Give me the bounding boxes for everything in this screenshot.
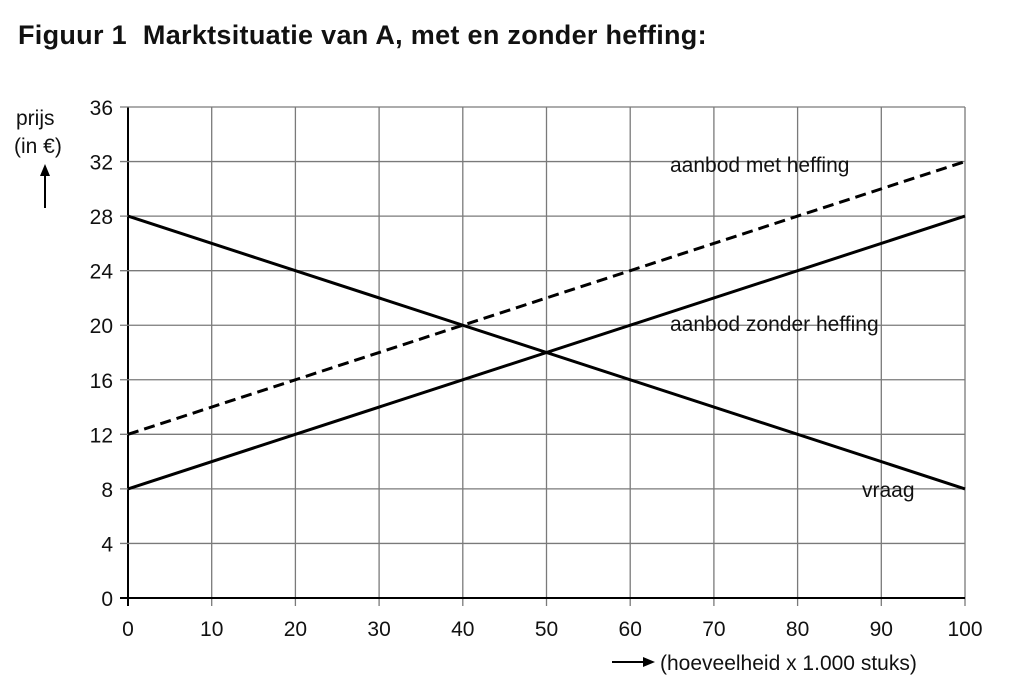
x-tick-label-30: 30 bbox=[367, 618, 390, 641]
x-tick-label-10: 10 bbox=[200, 618, 223, 641]
x-tick-label-100: 100 bbox=[947, 618, 982, 641]
x-tick-label-40: 40 bbox=[451, 618, 474, 641]
y-axis-label-unit: (in €) bbox=[14, 135, 62, 158]
y-tick-label-24: 24 bbox=[90, 261, 114, 284]
figure-number: Figuur 1 bbox=[18, 20, 127, 50]
y-tick-label-28: 28 bbox=[90, 206, 113, 229]
series-line-aanbod-met-heffing bbox=[127, 160, 966, 436]
y-tick-label-32: 32 bbox=[90, 152, 113, 175]
x-axis-label: (hoeveelheid x 1.000 stuks) bbox=[660, 652, 917, 675]
x-tick-label-0: 0 bbox=[122, 618, 134, 641]
x-axis-arrow-icon bbox=[612, 657, 655, 667]
x-tick-labels: 0 10 20 30 40 50 60 70 80 90 100 bbox=[122, 618, 982, 641]
figure-caption: Marktsituatie van A, met en zonder heffi… bbox=[142, 20, 707, 50]
y-tick-label-0: 0 bbox=[101, 588, 113, 611]
x-tick-label-70: 70 bbox=[702, 618, 725, 641]
series-lines bbox=[127, 160, 966, 491]
figure-title: Figuur 1 Marktsituatie van A, met en zond… bbox=[18, 20, 707, 51]
y-tick-label-36: 36 bbox=[90, 97, 113, 120]
series-label-vraag: vraag bbox=[862, 479, 915, 502]
grid-lines bbox=[120, 106, 966, 606]
y-tick-label-16: 16 bbox=[90, 370, 113, 393]
series-line-aanbod-zonder-heffing bbox=[127, 214, 966, 491]
series-label-aanbod-zonder-heffing: aanbod zonder heffing bbox=[670, 313, 879, 336]
y-tick-label-20: 20 bbox=[90, 315, 113, 338]
x-tick-label-80: 80 bbox=[786, 618, 809, 641]
y-tick-label-8: 8 bbox=[101, 479, 113, 502]
x-tick-label-90: 90 bbox=[870, 618, 893, 641]
x-tick-label-50: 50 bbox=[535, 618, 558, 641]
x-tick-label-20: 20 bbox=[284, 618, 307, 641]
x-tick-label-60: 60 bbox=[619, 618, 642, 641]
y-axis-arrow-icon bbox=[40, 164, 50, 208]
series-labels: vraag aanbod zonder heffing aanbod met hef… bbox=[670, 154, 915, 502]
y-tick-label-12: 12 bbox=[90, 424, 113, 447]
y-tick-label-4: 4 bbox=[101, 533, 113, 556]
series-label-aanbod-met-heffing: aanbod met heffing bbox=[670, 154, 849, 177]
y-tick-labels: 0 4 8 12 16 20 24 28 32 36 bbox=[90, 97, 114, 611]
y-axis-label-prijs: prijs bbox=[16, 107, 55, 130]
